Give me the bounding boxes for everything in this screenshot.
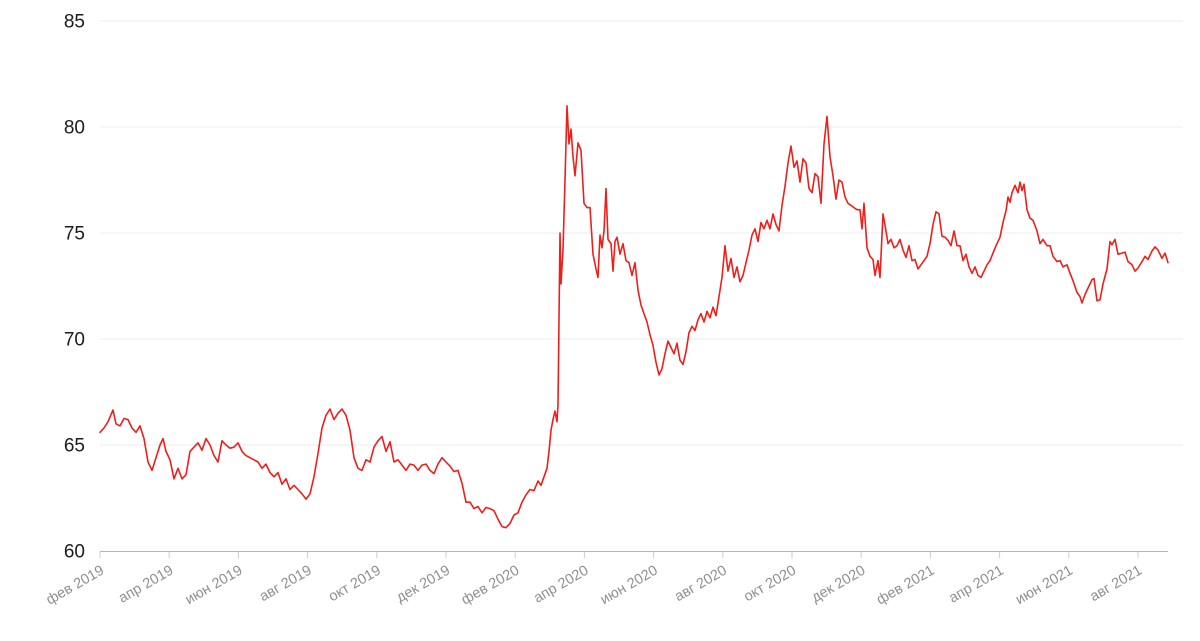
x-axis-tick-labels: фев 2019 апр 2019 июн 2019 авг 2019 окт 2019… (44, 563, 1145, 609)
y-tick-label-65: 65 (64, 436, 85, 457)
x-tick-label: апр 2020 (531, 563, 591, 607)
y-tick-label-70: 70 (64, 330, 85, 351)
y-axis-tick-labels: 60 65 70 75 80 85 (64, 12, 85, 563)
x-tick-label: фев 2019 (44, 563, 107, 609)
x-tick-label: апр 2019 (116, 563, 176, 607)
x-tick-label: авг 2020 (672, 563, 730, 606)
y-tick-label-75: 75 (64, 224, 85, 245)
x-tick-label: июн 2021 (1013, 563, 1076, 608)
x-tick-label: авг 2021 (1087, 563, 1145, 606)
x-tick-label: окт 2020 (741, 563, 799, 606)
x-tick-label: апр 2021 (946, 563, 1006, 607)
x-tick-label: авг 2019 (257, 563, 315, 606)
y-tick-label-60: 60 (64, 542, 85, 563)
y-tick-label-85: 85 (64, 12, 85, 33)
x-tick-label: фев 2021 (874, 563, 937, 609)
x-tick-label: фев 2020 (459, 563, 522, 609)
y-tick-label-80: 80 (64, 118, 85, 139)
x-tick-label: окт 2019 (326, 563, 384, 606)
x-axis (99, 551, 1168, 558)
horizontal-gridlines (100, 20, 1183, 446)
x-tick-label: июн 2019 (183, 563, 246, 608)
x-tick-label: дек 2020 (809, 563, 868, 606)
price-line-series (99, 105, 1169, 529)
x-tick-label: дек 2019 (394, 563, 453, 606)
x-tick-label: июн 2020 (598, 563, 661, 608)
